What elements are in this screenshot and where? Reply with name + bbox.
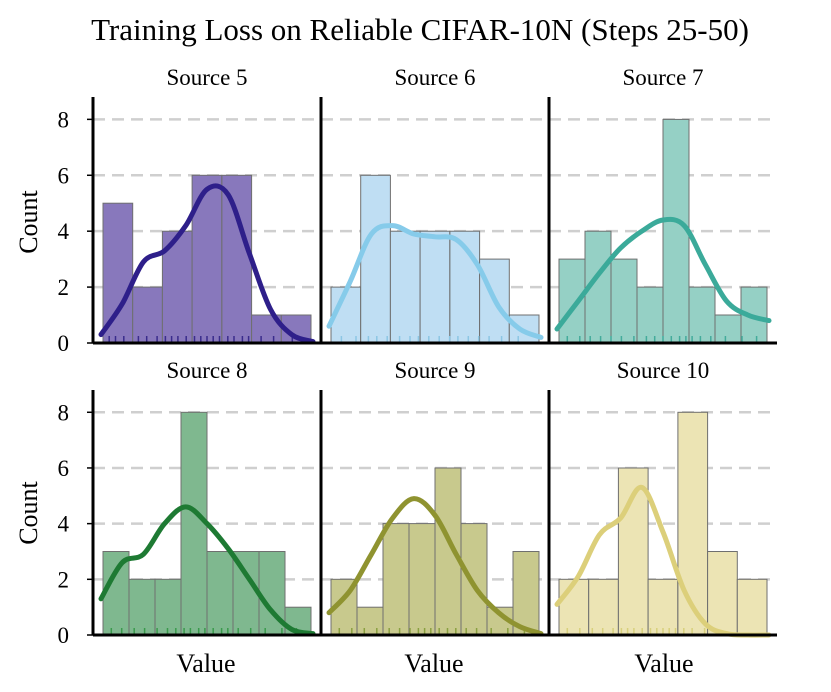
kde-curve: [326, 223, 544, 340]
histogram-bar: [154, 578, 182, 636]
subplot-3: Source 7: [547, 65, 777, 345]
subplot-5: Source 9: [319, 358, 549, 637]
histogram-bar: [688, 286, 716, 344]
histogram-bar: [180, 411, 208, 636]
kde-curve: [554, 216, 772, 332]
kde-curve: [98, 504, 316, 637]
histogram-bar: [736, 578, 768, 636]
histogram-bar: [707, 551, 738, 636]
subplot-2: Source 6: [319, 65, 549, 345]
y-tick-label: 0: [58, 623, 70, 648]
histogram-bar: [408, 523, 436, 636]
histogram-bar: [356, 606, 384, 636]
histogram-bar: [102, 551, 130, 636]
subplot-title: Source 7: [622, 65, 703, 90]
y-tick-label: 0: [58, 331, 70, 356]
subplot-1: 0 2 4 6 8 Source 5: [58, 65, 321, 356]
histogram-bar: [221, 174, 253, 344]
y-axis-label-top: Count: [14, 189, 43, 253]
y-tick-label: 2: [58, 567, 70, 592]
y-tick-label: 4: [58, 512, 70, 537]
subplot-grid: 0 2 4 6 8 Source 5 Source 6 Source 7 0 2 4 6 8 Source…: [58, 65, 777, 648]
histogram-bar: [714, 314, 742, 344]
histogram-bar: [128, 578, 156, 636]
subplot-title: Source 10: [617, 358, 710, 383]
histogram-bar: [588, 578, 619, 636]
subplot-6: Source 10: [547, 358, 777, 638]
y-tick-label: 8: [58, 107, 70, 132]
histogram-bar: [102, 202, 134, 344]
kde-curve: [98, 183, 316, 345]
histogram-bar: [132, 286, 163, 344]
histogram-bar: [389, 230, 421, 344]
histogram-bar: [677, 411, 709, 636]
kde-curve: [326, 496, 544, 637]
y-axis-label-bottom: Count: [14, 480, 43, 544]
histogram-bar: [610, 258, 638, 344]
subplot-title: Source 8: [166, 358, 247, 383]
histogram-bar: [360, 174, 391, 344]
histogram-bar: [460, 523, 488, 636]
x-axis-label-1: Value: [176, 649, 235, 678]
x-axis-label-3: Value: [634, 649, 693, 678]
histogram-bar: [419, 230, 451, 344]
subplot-title: Source 9: [394, 358, 475, 383]
histogram-bar: [558, 578, 590, 636]
y-tick-label: 8: [58, 400, 70, 425]
histogram-bar: [636, 286, 664, 344]
chart-title: Training Loss on Reliable CIFAR-10N (Ste…: [91, 12, 749, 47]
y-tick-label: 6: [58, 163, 70, 188]
subplot-title: Source 6: [394, 65, 475, 90]
y-tick-label: 6: [58, 456, 70, 481]
histogram-bar: [512, 551, 540, 636]
y-tick-label: 4: [58, 219, 70, 244]
histogram-bar: [382, 523, 410, 636]
histogram-bar: [206, 551, 234, 636]
y-tick-label: 2: [58, 275, 70, 300]
histogram-bar: [647, 578, 679, 636]
x-axis-label-2: Value: [404, 649, 463, 678]
subplot-4: 0 2 4 6 8 Source 8: [58, 358, 321, 648]
subplot-title: Source 5: [166, 65, 247, 90]
histogram-bar: [662, 118, 690, 344]
